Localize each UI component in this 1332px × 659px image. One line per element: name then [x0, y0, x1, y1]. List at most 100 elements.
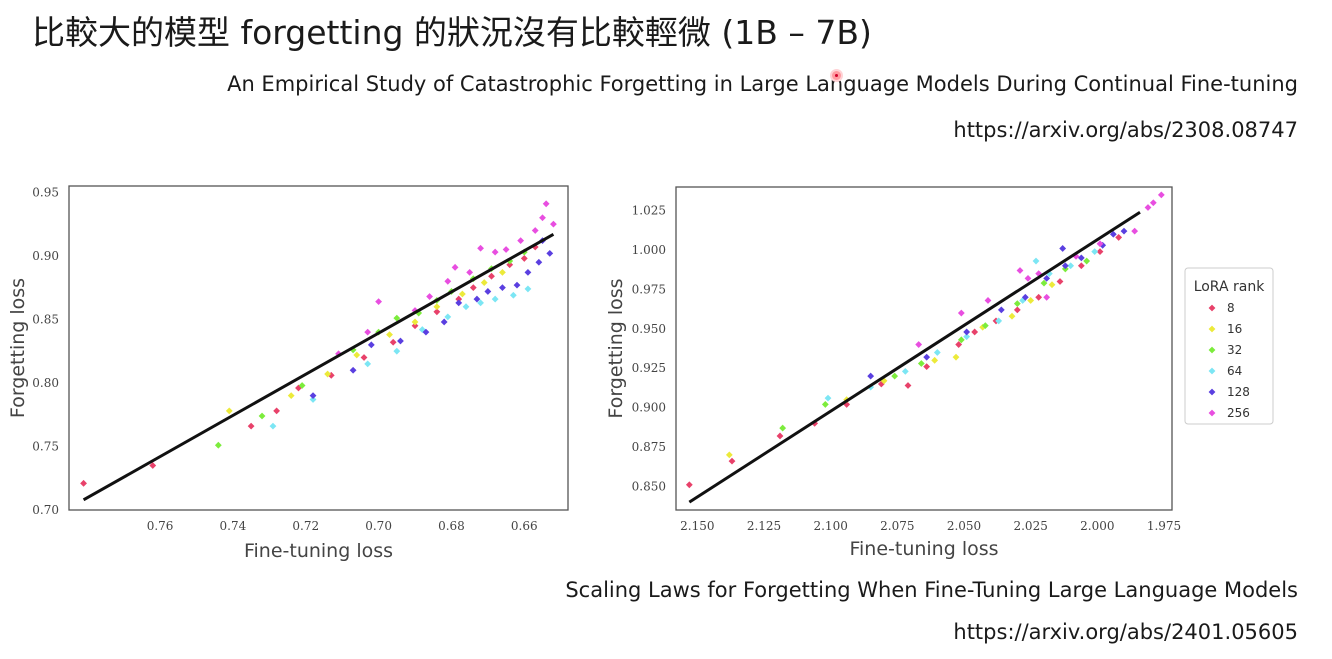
y-tick-label: 0.875: [632, 440, 666, 454]
data-point-rank-256: [542, 200, 550, 208]
y-tick-label: 0.950: [632, 322, 666, 336]
data-point-rank-16: [458, 290, 466, 298]
data-point-rank-16: [287, 392, 295, 400]
data-point-rank-128: [484, 288, 492, 295]
y-tick-label: 0.925: [632, 361, 666, 375]
data-point-rank-128: [1059, 245, 1067, 252]
data-point-rank-16: [353, 351, 361, 359]
data-point-rank-256: [1035, 270, 1043, 278]
y-tick-label: 0.70: [32, 503, 59, 517]
legend-entry-label: 64: [1227, 364, 1242, 378]
x-tick-label: 2.150: [680, 519, 714, 533]
data-point-rank-8: [923, 363, 931, 371]
data-point-rank-64: [963, 333, 971, 341]
data-point-rank-256: [1149, 199, 1157, 207]
x-axis-label: Fine-tuning loss: [244, 540, 393, 562]
data-point-rank-8: [455, 295, 463, 303]
data-point-rank-16: [324, 370, 332, 378]
data-point-rank-8: [469, 284, 477, 292]
data-point-rank-8: [1056, 278, 1064, 285]
x-tick-label: 0.76: [147, 519, 174, 533]
data-point-rank-32: [779, 424, 787, 432]
data-point-rank-8: [433, 308, 441, 316]
y-tick-label: 0.80: [32, 376, 59, 390]
data-point-rank-128: [1061, 262, 1069, 270]
data-point-rank-64: [1045, 270, 1053, 278]
reference-1-title: An Empirical Study of Catastrophic Forge…: [227, 72, 1298, 96]
data-point-rank-16: [725, 451, 733, 459]
data-point-rank-8: [904, 382, 912, 389]
data-point-rank-128: [499, 284, 506, 292]
data-point-rank-16: [1008, 312, 1016, 320]
y-tick-label: 0.90: [32, 249, 59, 263]
data-point-rank-128: [513, 281, 521, 289]
data-point-rank-256: [1024, 274, 1032, 282]
data-point-rank-16: [225, 407, 233, 415]
slide-title: 比較大的模型 forgetting 的狀況沒有比較輕微 (1B – 7B): [32, 13, 872, 52]
data-point-rank-256: [1096, 240, 1104, 248]
data-point-rank-64: [1019, 297, 1027, 304]
y-axis-label: Forgetting loss: [7, 278, 29, 418]
y-tick-label: 0.900: [632, 401, 666, 415]
data-point-rank-8: [1115, 234, 1123, 241]
data-point-rank-8: [273, 407, 281, 415]
data-point-rank-256: [477, 244, 484, 252]
x-axis-label: Fine-tuning loss: [849, 538, 998, 560]
data-point-rank-16: [386, 331, 393, 339]
y-tick-label: 0.85: [32, 312, 59, 326]
data-point-rank-8: [488, 272, 495, 280]
data-point-rank-32: [1013, 300, 1021, 307]
data-point-rank-64: [901, 367, 909, 375]
data-point-rank-256: [984, 297, 992, 304]
x-tick-label: 2.075: [880, 519, 914, 533]
x-tick-label: 2.000: [1080, 519, 1114, 533]
data-point-rank-8: [685, 481, 693, 489]
data-point-rank-256: [375, 298, 382, 306]
data-point-rank-8: [728, 457, 736, 465]
x-tick-label: 2.050: [947, 519, 981, 533]
data-point-rank-8: [389, 338, 397, 346]
reference-1-url[interactable]: https://arxiv.org/abs/2308.08747: [953, 118, 1298, 142]
data-point-rank-64: [824, 394, 832, 402]
legend-entry-label: 8: [1227, 301, 1235, 315]
data-point-rank-256: [539, 214, 546, 222]
legend-title: LoRA rank: [1194, 279, 1266, 295]
data-point-rank-8: [776, 432, 784, 440]
data-point-rank-32: [1040, 279, 1048, 287]
data-point-rank-16: [480, 279, 488, 286]
data-point-rank-64: [364, 360, 372, 368]
data-point-rank-128: [440, 318, 448, 326]
data-point-rank-64: [1091, 248, 1099, 255]
data-point-rank-128: [455, 299, 463, 307]
data-point-rank-256: [491, 248, 499, 256]
data-point-rank-64: [462, 303, 470, 311]
data-point-rank-256: [1144, 204, 1152, 211]
y-tick-label: 0.850: [632, 479, 666, 493]
legend-entry-label: 128: [1227, 385, 1250, 399]
data-point-rank-64: [509, 291, 517, 299]
fit-line: [82, 232, 555, 502]
legend-marker: [1208, 367, 1216, 375]
y-tick-label: 0.95: [32, 185, 59, 199]
data-point-rank-128: [422, 328, 430, 336]
legend-marker: [1208, 304, 1216, 312]
legend-marker: [1208, 346, 1216, 354]
reference-2-url[interactable]: https://arxiv.org/abs/2401.05605: [953, 620, 1298, 644]
data-point-rank-128: [349, 366, 357, 374]
data-point-rank-64: [524, 285, 532, 293]
legend-marker: [1208, 325, 1216, 333]
legend-entry-label: 16: [1227, 322, 1242, 336]
data-point-rank-128: [923, 353, 931, 361]
data-point-rank-8: [327, 371, 335, 379]
data-point-rank-64: [309, 396, 317, 403]
legend-marker: [1208, 409, 1216, 417]
data-point-rank-64: [1032, 257, 1040, 265]
data-point-rank-256: [1131, 227, 1139, 235]
data-point-rank-128: [1077, 254, 1085, 262]
data-point-rank-16: [499, 269, 506, 276]
data-point-rank-8: [1096, 248, 1104, 255]
data-point-rank-8: [971, 328, 979, 336]
data-point-rank-256: [1016, 267, 1024, 274]
